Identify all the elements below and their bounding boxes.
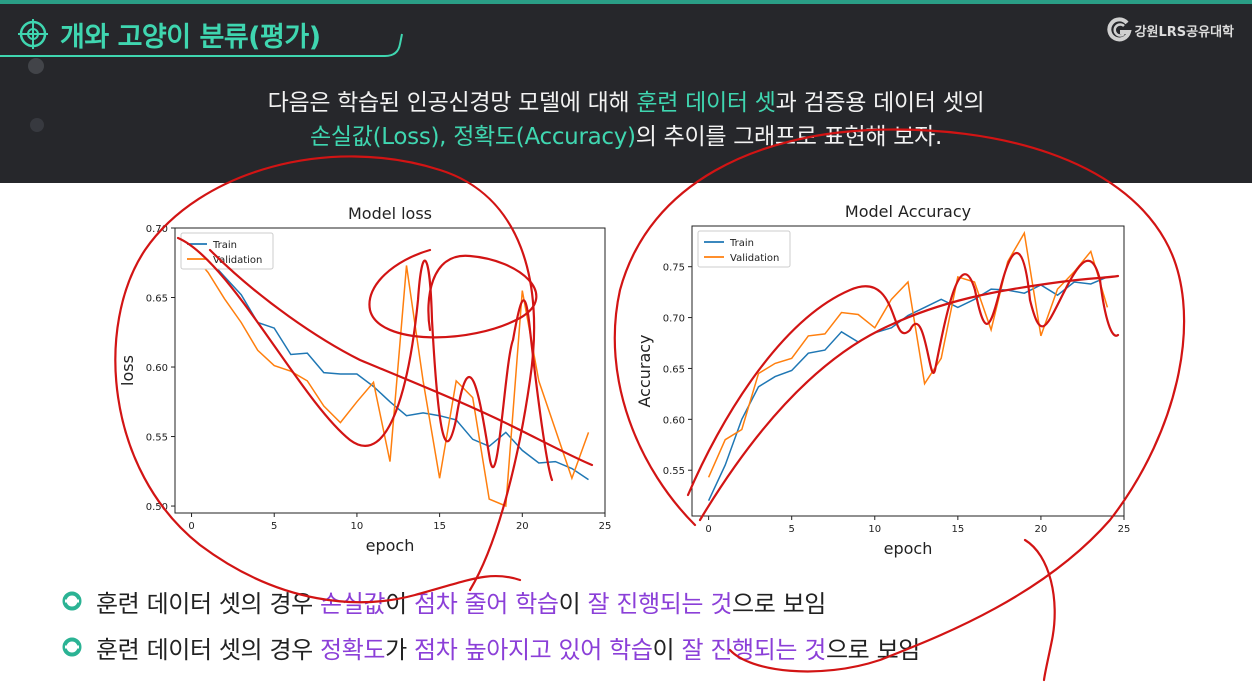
bullet-text-segment: 손실값 (320, 589, 386, 618)
y-axis-label: Accuracy (635, 334, 654, 407)
bullet-text-segment: 이 (558, 589, 588, 618)
bullet-text-segment: 점차 줄어 학습 (414, 589, 559, 618)
y-tick-label: 0.55 (663, 466, 685, 477)
bullet-text-segment: 잘 진행되는 것 (681, 635, 826, 664)
decorative-dot (28, 58, 44, 74)
bullet-text: 훈련 데이터 셋의 경우 정확도가 점차 높아지고 있어 학습이 잘 진행되는 … (96, 630, 920, 665)
plot-frame (174, 227, 606, 514)
x-tick-label: 5 (789, 524, 795, 535)
slide-header: 개와 고양이 분류(평가) 강원LRS공유대학 다음은 학습된 인공신경망 모델… (0, 0, 1252, 183)
top-accent-line (0, 0, 1252, 4)
intro-text-part: 의 추이를 그래프로 표현해 보자. (635, 124, 943, 150)
y-tick-label: 0.70 (663, 314, 685, 325)
x-tick-label: 0 (705, 524, 711, 535)
y-axis-label: loss (118, 355, 137, 386)
intro-text-part: 다음은 학습된 인공신경망 모델에 대해 (267, 90, 637, 116)
y-tick-label: 0.60 (663, 415, 685, 426)
bullet-item: 훈련 데이터 셋의 경우 정확도가 점차 높아지고 있어 학습이 잘 진행되는 … (62, 624, 920, 670)
bullet-text-segment: 으로 보임 (732, 589, 826, 618)
bullet-text-segment: 잘 진행되는 것 (587, 589, 733, 618)
plot-frame (691, 225, 1125, 517)
x-tick-label: 20 (1035, 524, 1048, 535)
intro-line-2: 손실값(Loss), 정확도(Accuracy)의 추이를 그래프로 표현해 보… (0, 120, 1252, 154)
x-tick-label: 10 (868, 524, 881, 535)
y-tick-label: 0.55 (146, 433, 168, 444)
charts-area: Model loss epoch loss 0 5 10 15 20 25 0.50 0.55 0.6… (118, 202, 1130, 558)
bullet-text-segment: 훈련 데이터 셋의 경우 (96, 589, 321, 618)
logo-g-icon (1106, 17, 1132, 42)
intro-text-part: 과 검증용 데이터 셋의 (775, 90, 985, 116)
intro-highlight: 훈련 데이터 셋 (636, 90, 776, 116)
x-tick-label: 25 (599, 521, 612, 532)
bullet-text: 훈련 데이터 셋의 경우 손실값이 점차 줄어 학습이 잘 진행되는 것으로 보… (96, 584, 826, 619)
intro-text: 다음은 학습된 인공신경망 모델에 대해 훈련 데이터 셋과 검증용 데이터 셋… (0, 86, 1252, 154)
x-axis-label: epoch (884, 539, 933, 558)
logo-text: 강원LRS공유대학 (1134, 24, 1234, 40)
x-tick-label: 5 (271, 521, 277, 532)
bullet-text-segment: 점차 높아지고 있어 학습 (414, 635, 653, 664)
legend-label: Train (729, 238, 754, 249)
x-tick-label: 20 (516, 521, 529, 532)
x-tick-label: 15 (433, 521, 446, 532)
legend-label: Validation (730, 253, 779, 264)
intro-highlight: 손실값(Loss), 정확도(Accuracy) (310, 124, 636, 150)
bullet-icon (62, 637, 82, 657)
y-tick-label: 0.65 (146, 294, 168, 305)
title-bar: 개와 고양이 분류(평가) (18, 14, 321, 54)
bullet-text-segment: 이 (385, 589, 415, 618)
legend-label: Train (212, 240, 237, 251)
intro-line-1: 다음은 학습된 인공신경망 모델에 대해 훈련 데이터 셋과 검증용 데이터 셋… (0, 86, 1252, 120)
legend-label: Validation (213, 255, 262, 266)
bullet-list: 훈련 데이터 셋의 경우 손실값이 점차 줄어 학습이 잘 진행되는 것으로 보… (62, 578, 920, 670)
x-tick-label: 10 (351, 521, 364, 532)
decorative-dot (30, 118, 44, 132)
y-tick-label: 0.65 (663, 364, 685, 375)
x-tick-label: 25 (1118, 524, 1131, 535)
bullet-text-segment: 훈련 데이터 셋의 경우 (96, 635, 321, 664)
bullet-text-segment: 이 (652, 635, 682, 664)
crosshair-icon (18, 19, 48, 49)
bullet-text-segment: 정확도 (320, 635, 386, 664)
loss-chart: Model loss epoch loss 0 5 10 15 20 25 0.50 0.55 0.6… (118, 204, 611, 555)
y-tick-label: 0.60 (146, 363, 168, 374)
chart-title: Model loss (348, 204, 432, 223)
y-tick-label: 0.70 (146, 224, 168, 235)
bullet-icon (62, 591, 82, 611)
title-underline (0, 33, 403, 57)
bullet-item: 훈련 데이터 셋의 경우 손실값이 점차 줄어 학습이 잘 진행되는 것으로 보… (62, 578, 920, 624)
y-tick-label: 0.75 (663, 263, 685, 274)
accuracy-chart: Model Accuracy epoch Accuracy 0 5 10 15 20 25 0.5… (635, 202, 1130, 558)
y-tick-label: 0.50 (146, 502, 168, 513)
x-tick-label: 15 (951, 524, 964, 535)
x-axis-label: epoch (366, 536, 415, 555)
page-title: 개와 고양이 분류(평가) (60, 21, 321, 53)
x-tick-label: 0 (188, 521, 194, 532)
bullet-text-segment: 가 (385, 635, 415, 664)
university-logo: 강원LRS공유대학 (1105, 16, 1234, 44)
bullet-text-segment: 으로 보임 (825, 635, 920, 664)
chart-title: Model Accuracy (845, 202, 971, 221)
